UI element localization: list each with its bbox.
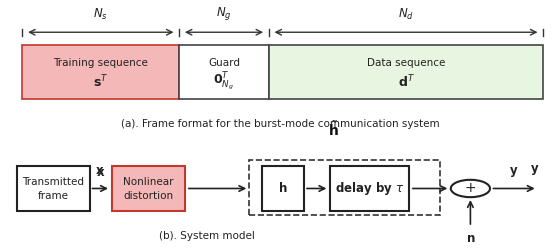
FancyBboxPatch shape: [17, 166, 90, 211]
Text: $\mathbf{h}$: $\mathbf{h}$: [278, 182, 287, 195]
Text: Data sequence: Data sequence: [367, 58, 445, 68]
Text: (a). Frame format for the burst-mode communication system: (a). Frame format for the burst-mode com…: [121, 119, 439, 129]
Text: $N_d$: $N_d$: [398, 7, 414, 22]
Text: delay by $\tau$: delay by $\tau$: [335, 180, 404, 197]
Text: (b). System model: (b). System model: [159, 231, 255, 241]
FancyBboxPatch shape: [269, 45, 543, 99]
FancyBboxPatch shape: [262, 166, 304, 211]
Text: $\mathbf{y}$: $\mathbf{y}$: [530, 163, 539, 177]
Text: Transmitted: Transmitted: [22, 177, 84, 187]
Text: frame: frame: [38, 191, 69, 201]
Text: $N_g$: $N_g$: [216, 5, 232, 22]
Text: Nonlinear: Nonlinear: [123, 177, 174, 187]
Text: Training sequence: Training sequence: [53, 58, 148, 68]
Text: $\mathbf{y}$: $\mathbf{y}$: [510, 165, 519, 179]
Text: Guard: Guard: [208, 58, 240, 68]
Text: $\mathbf{x}$: $\mathbf{x}$: [95, 164, 104, 177]
Text: $\tilde{\mathbf{h}}$: $\tilde{\mathbf{h}}$: [328, 120, 339, 139]
FancyBboxPatch shape: [179, 45, 269, 99]
Text: $\mathbf{d}^T$: $\mathbf{d}^T$: [398, 74, 414, 90]
Text: distortion: distortion: [123, 191, 174, 201]
Text: $\mathbf{s}^T$: $\mathbf{s}^T$: [93, 74, 109, 90]
Text: $\mathbf{0}_{N_g}^T$: $\mathbf{0}_{N_g}^T$: [213, 71, 235, 93]
Text: $N_s$: $N_s$: [94, 7, 108, 22]
Text: +: +: [465, 182, 476, 195]
Text: $\mathbf{x}$: $\mathbf{x}$: [96, 166, 105, 179]
Text: $\mathbf{n}$: $\mathbf{n}$: [466, 232, 475, 245]
FancyBboxPatch shape: [330, 166, 409, 211]
FancyBboxPatch shape: [112, 166, 185, 211]
FancyBboxPatch shape: [22, 45, 179, 99]
